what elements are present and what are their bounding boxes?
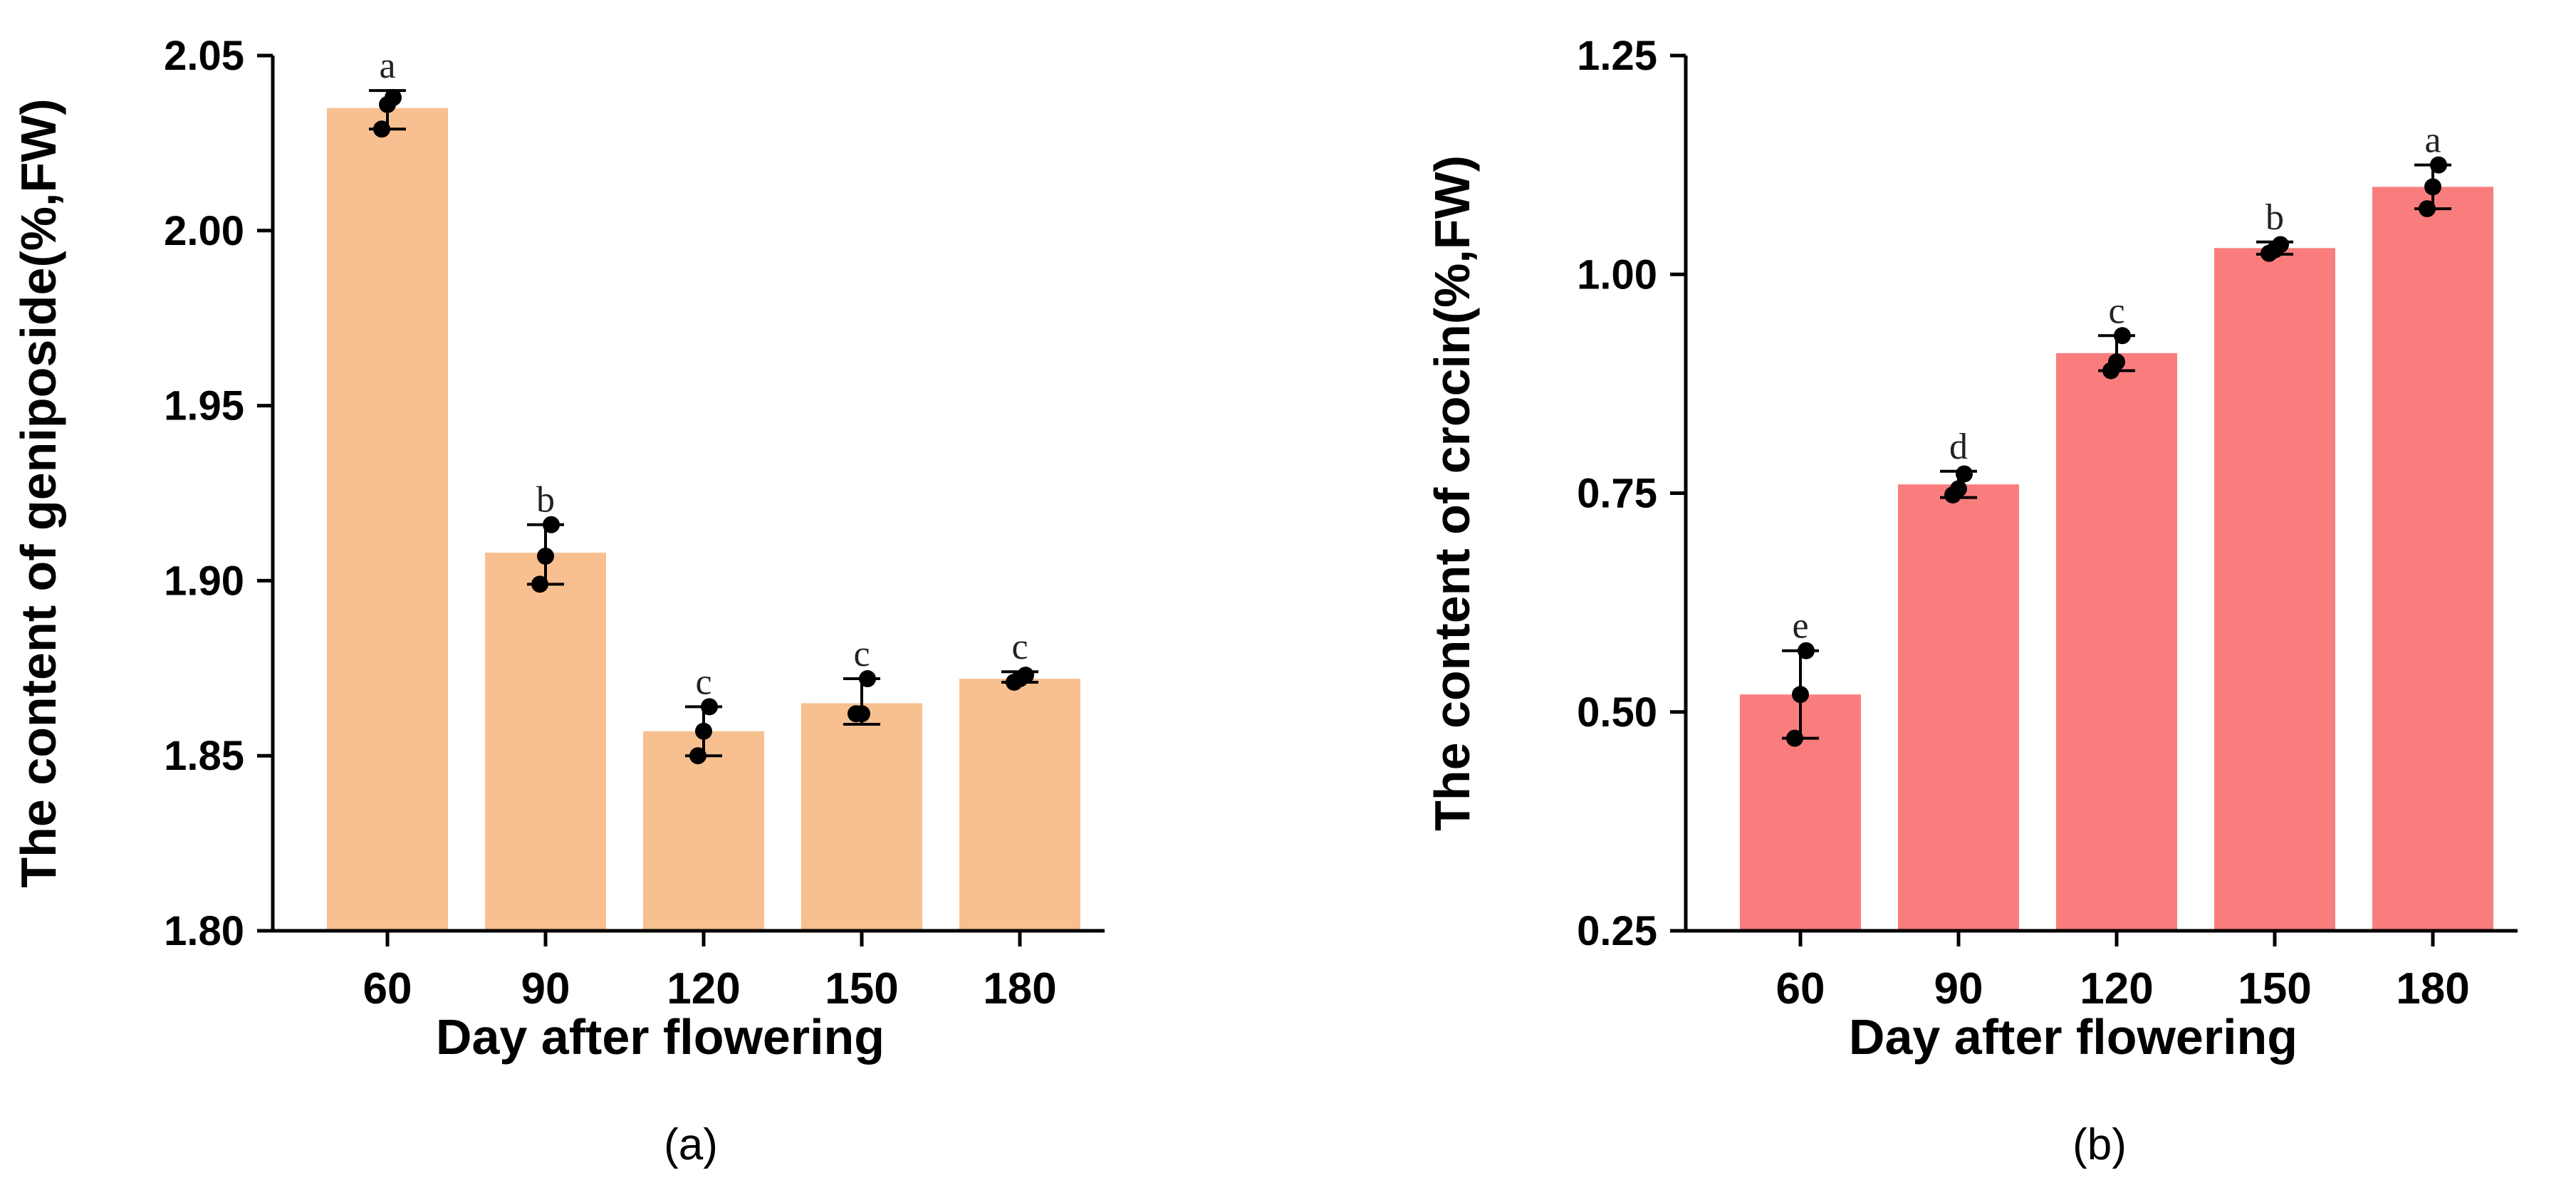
data-point-120-1 — [689, 747, 706, 765]
x-tick-label-90: 90 — [521, 964, 570, 1013]
bar-120 — [2056, 353, 2177, 931]
data-point-180-1 — [2419, 200, 2436, 218]
chart-panel-a: a b c c c 1.80 1.85 1.90 1.95 2.00 2.05 60 90 120 15… — [11, 33, 1105, 1169]
data-points-group — [373, 88, 1034, 765]
significance-letter-150: b — [2265, 197, 2284, 238]
x-tick-label-120: 120 — [667, 964, 740, 1013]
y-tick-label-1.85: 1.85 — [164, 733, 244, 779]
x-tick-label-150: 150 — [825, 964, 898, 1013]
significance-letter-60: e — [1792, 606, 1808, 647]
y-tick-label-0.75: 0.75 — [1577, 471, 1657, 517]
data-point-90-3 — [543, 516, 560, 533]
significance-letter-120: c — [2108, 291, 2124, 331]
y-axis-title-a: The content of geniposide(%,FW) — [11, 98, 66, 887]
x-tick-label-150: 150 — [2238, 964, 2311, 1013]
significance-letter-90: d — [1949, 427, 1968, 467]
bar-90 — [1898, 484, 2019, 931]
significance-letters-group: e d c b a — [1792, 120, 2441, 647]
data-point-60-3 — [1798, 642, 1815, 659]
y-tick-label-0.25: 0.25 — [1577, 908, 1657, 954]
bar-180 — [2372, 187, 2493, 932]
data-point-180-3 — [2430, 156, 2447, 174]
y-axis-title-b: The content of crocin(%,FW) — [1424, 155, 1480, 831]
data-points-group — [1786, 156, 2447, 747]
x-tick-label-90: 90 — [1934, 964, 1983, 1013]
data-point-120-2 — [2108, 353, 2125, 371]
bar-180 — [959, 679, 1080, 931]
significance-letter-150: c — [853, 634, 870, 674]
data-point-90-3 — [1956, 465, 1973, 483]
data-point-60-3 — [385, 88, 402, 106]
significance-letter-180: c — [1011, 627, 1028, 667]
bars-group — [1740, 187, 2493, 932]
y-ticks-group: 0.25 0.50 0.75 1.00 1.25 — [1577, 33, 1686, 954]
x-tick-label-120: 120 — [2080, 964, 2153, 1013]
bar-120 — [643, 731, 764, 931]
data-point-120-3 — [701, 698, 718, 716]
y-tick-label-1.80: 1.80 — [164, 908, 244, 954]
y-tick-label-1.90: 1.90 — [164, 558, 244, 604]
panel-label-a: (a) — [664, 1120, 718, 1169]
y-tick-label-1.95: 1.95 — [164, 383, 244, 429]
significance-letter-60: a — [379, 46, 395, 86]
data-point-120-3 — [2114, 327, 2131, 345]
significance-letter-180: a — [2424, 120, 2441, 161]
data-point-120-2 — [695, 722, 712, 740]
y-tick-label-2.05: 2.05 — [164, 33, 244, 79]
significance-letter-90: b — [536, 480, 555, 521]
x-ticks-group: 60 90 120 150 180 — [1776, 931, 2470, 1013]
y-tick-label-1.00: 1.00 — [1577, 251, 1657, 298]
bars-group — [327, 108, 1080, 932]
y-tick-label-0.50: 0.50 — [1577, 689, 1657, 736]
data-point-90-2 — [1950, 480, 1967, 498]
data-point-150-2 — [853, 705, 870, 723]
data-point-60-2 — [1792, 686, 1809, 704]
significance-letters-group: a b c c c — [379, 46, 1028, 702]
data-point-60-1 — [1786, 729, 1803, 747]
data-point-60-1 — [373, 120, 390, 138]
chart-panel-b: e d c b a 0.25 0.50 0.75 1.00 1.25 60 90 120 150 180… — [1424, 33, 2518, 1169]
x-tick-label-180: 180 — [983, 964, 1056, 1013]
x-tick-label-180: 180 — [2396, 964, 2469, 1013]
data-point-90-1 — [531, 575, 548, 593]
bar-150 — [801, 703, 922, 931]
data-point-90-2 — [537, 547, 554, 565]
x-axis-title-a: Day after flowering — [436, 1009, 885, 1065]
bar-60 — [327, 108, 448, 932]
error-bars-group — [369, 89, 1038, 758]
x-ticks-group: 60 90 120 150 180 — [363, 931, 1057, 1013]
x-axis-title-b: Day after flowering — [1849, 1009, 2298, 1065]
x-tick-label-60: 60 — [363, 964, 412, 1013]
data-point-180-3 — [1017, 667, 1034, 684]
data-point-180-2 — [2424, 178, 2441, 196]
y-ticks-group: 1.80 1.85 1.90 1.95 2.00 2.05 — [164, 33, 273, 954]
axes-group — [271, 56, 1105, 933]
panel-label-b: (b) — [2072, 1120, 2127, 1169]
data-point-150-3 — [2272, 236, 2289, 254]
bar-90 — [485, 553, 606, 931]
y-tick-label-1.25: 1.25 — [1577, 33, 1657, 79]
data-point-150-3 — [859, 670, 876, 688]
significance-letter-120: c — [695, 662, 711, 702]
y-tick-label-2.00: 2.00 — [164, 208, 244, 254]
bar-150 — [2214, 248, 2335, 931]
x-tick-label-60: 60 — [1776, 964, 1825, 1013]
